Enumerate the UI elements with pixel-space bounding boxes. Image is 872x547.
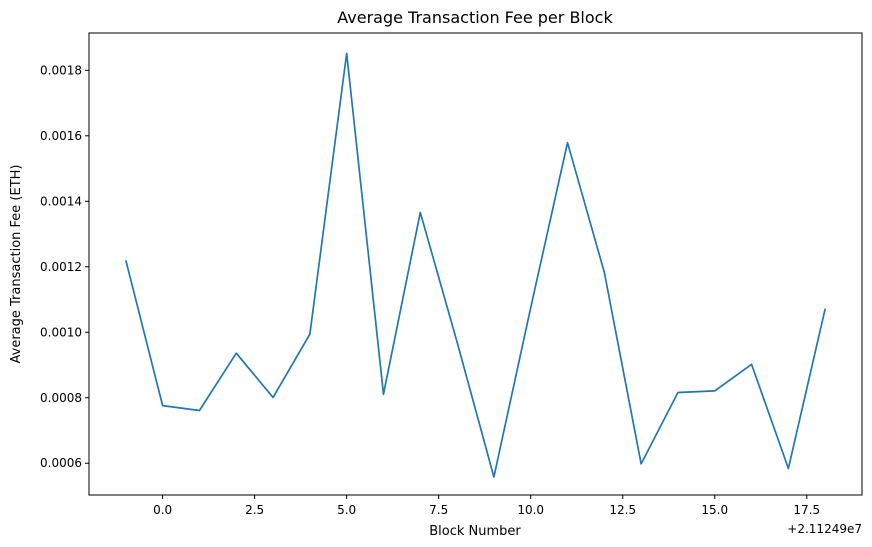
x-tick-label: 7.5	[429, 503, 448, 517]
y-tick-label: 0.0008	[40, 391, 82, 405]
x-tick-label: 10.0	[517, 503, 544, 517]
y-tick-label: 0.0016	[40, 129, 82, 143]
x-tick-label: 0.0	[153, 503, 172, 517]
x-tick-label: 17.5	[793, 503, 820, 517]
x-tick-label: 2.5	[245, 503, 264, 517]
x-tick-label: 5.0	[337, 503, 356, 517]
y-tick-label: 0.0010	[40, 325, 82, 339]
plot-area	[124, 52, 827, 478]
x-axis-offset-label: +2.11249e7	[787, 522, 862, 536]
y-tick-label: 0.0006	[40, 456, 82, 470]
plot-frame	[88, 32, 863, 496]
x-axis-ticks: 0.0 2.5 5.0 7.5 10.0 12.5 15.0 17.5	[153, 495, 820, 517]
y-tick-label: 0.0012	[40, 260, 82, 274]
y-tick-label: 0.0018	[40, 63, 82, 77]
y-axis-ticks: 0.0006 0.0008 0.0010 0.0012 0.0014 0.0016 0.00…	[40, 63, 89, 470]
series-line	[124, 52, 827, 478]
y-tick-label: 0.0014	[40, 194, 82, 208]
x-axis-label: Block Number	[429, 524, 521, 539]
x-tick-label: 12.5	[609, 503, 636, 517]
chart-title: Average Transaction Fee per Block	[337, 8, 613, 27]
x-tick-label: 15.0	[701, 503, 728, 517]
y-axis-label: Average Transaction Fee (ETH)	[9, 165, 24, 364]
